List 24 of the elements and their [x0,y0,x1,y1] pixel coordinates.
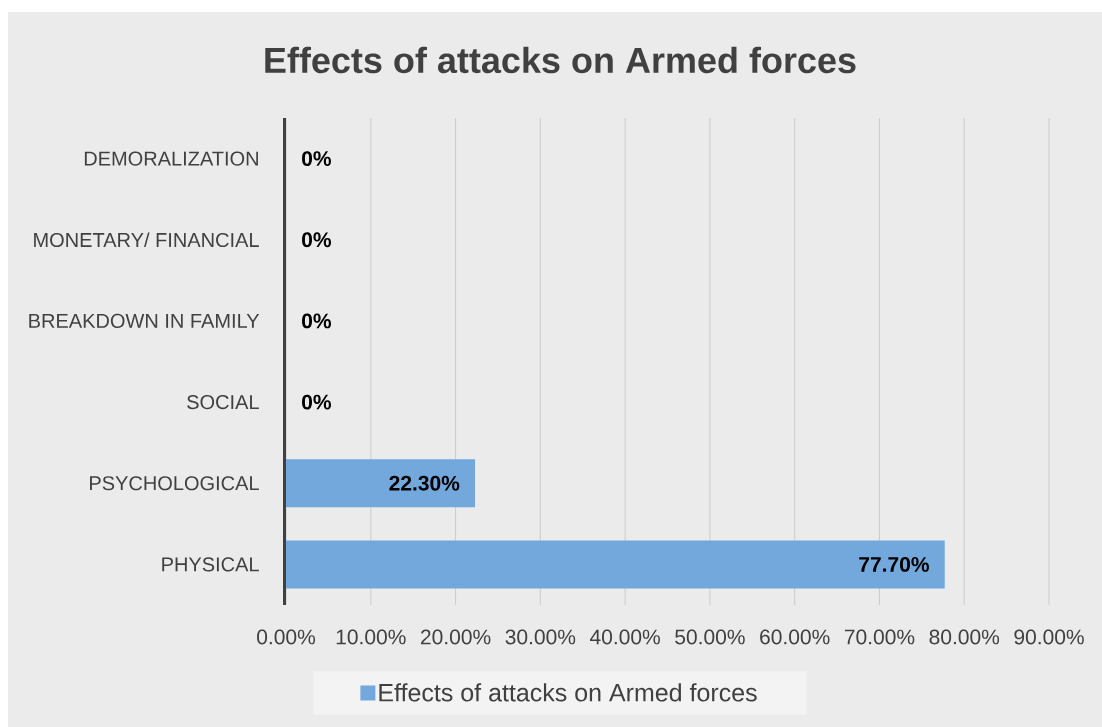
data-label: 0% [302,313,332,329]
x-tick-label: 80.00% [929,629,1000,645]
y-tick-label: BREAKDOWN IN FAMILY [29,313,260,328]
x-tick-label: 40.00% [589,629,660,645]
x-tick-label: 20.00% [421,629,491,645]
y-tick-label: MONETARY/ FINANCIAL [34,232,259,248]
chart-title: Effects of attacks on Armed forces [265,46,856,74]
y-tick-label: PHYSICAL [162,557,259,572]
x-tick-label: 10.00% [336,629,406,645]
data-label: 22.30% [389,475,460,491]
legend-label: Effects of attacks on Armed forces [379,683,757,702]
data-label: 77.70% [859,556,929,572]
data-label: 0% [302,394,332,410]
x-tick-label: 0.00% [257,629,316,645]
data-label: 0% [302,151,332,166]
x-tick-label: 70.00% [844,629,915,645]
x-tick-label: 90.00% [1014,629,1084,645]
y-tick-label: DEMORALIZATION [84,151,258,166]
x-tick-label: 60.00% [760,629,830,645]
x-tick-label: 50.00% [675,629,745,645]
x-tick-label: 30.00% [505,629,576,645]
data-label: 0% [302,232,332,248]
y-tick-label: PSYCHOLOGICAL [90,476,259,491]
y-tick-label: SOCIAL [187,394,259,410]
